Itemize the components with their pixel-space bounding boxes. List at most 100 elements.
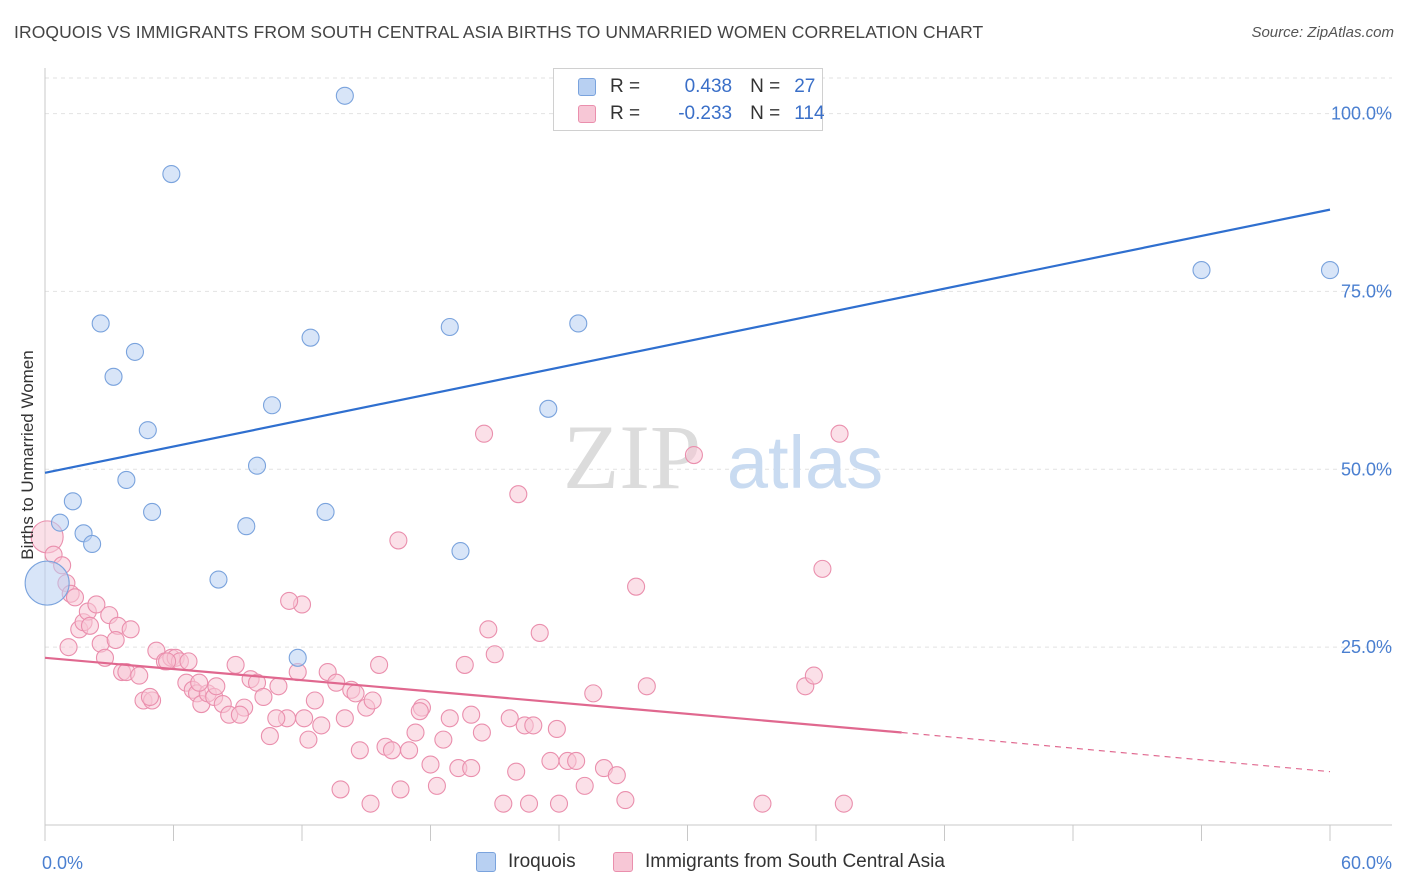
y-tick-label: 25.0% (1341, 637, 1392, 657)
pink-point (350, 741, 369, 760)
pink-point (427, 776, 446, 795)
y-tick-label: 50.0% (1341, 459, 1392, 479)
pink-point (524, 716, 543, 735)
pink-point (494, 794, 513, 813)
blue-point (451, 542, 470, 561)
legend-n-value: 114 (794, 103, 825, 124)
pink-point (312, 716, 331, 735)
pink-point (389, 531, 408, 550)
pink-point (59, 638, 78, 657)
pink-point (207, 677, 226, 696)
y-tick-label: 75.0% (1341, 281, 1392, 301)
blue-point (162, 164, 181, 184)
pink-point (65, 588, 85, 607)
pink-point (627, 577, 646, 596)
pink-point (637, 677, 656, 696)
pink-point (440, 709, 459, 728)
pink-point (804, 666, 823, 685)
pink-point (87, 595, 106, 614)
x-tick-label: 0.0% (42, 853, 83, 873)
blue-point (1320, 261, 1340, 280)
pink-point (254, 687, 273, 706)
legend-n-label: N = (750, 103, 781, 124)
blue-point (91, 314, 110, 333)
pink-trend-line (44, 656, 902, 734)
blue-point (24, 560, 70, 606)
pink-point (130, 666, 149, 685)
legend-item-iroquois: Iroquois (476, 851, 576, 873)
pink-point (158, 652, 177, 671)
legend-label: Immigrants from South Central Asia (645, 851, 945, 872)
pink-trend-extension (901, 731, 1331, 773)
pink-point (455, 655, 474, 674)
grid-lines (45, 77, 1392, 648)
source-label: Source: ZipAtlas.com (1251, 24, 1394, 41)
axes (44, 68, 1392, 841)
pink-point (299, 730, 318, 749)
legend-swatch-blue (476, 852, 496, 872)
pink-point (575, 776, 594, 795)
pink-point (813, 559, 832, 578)
pink-point (607, 766, 626, 785)
pink-series-points (30, 424, 853, 813)
blue-point (316, 502, 335, 522)
chart-title: IROQUOIS VS IMMIGRANTS FROM SOUTH CENTRA… (14, 22, 984, 42)
blue-point (117, 470, 136, 490)
legend-swatch-pink (578, 105, 596, 123)
blue-point (335, 86, 354, 105)
pink-point (616, 791, 635, 810)
pink-point (519, 794, 539, 813)
blue-point (301, 328, 320, 347)
legend-n-value: 27 (794, 76, 816, 97)
blue-series-points (24, 86, 1340, 667)
pink-point (400, 741, 419, 760)
pink-point (331, 780, 350, 799)
pink-point (410, 702, 429, 721)
pink-point (584, 684, 603, 703)
watermark-atlas: atlas (727, 421, 883, 504)
pink-point (509, 485, 528, 504)
legend-label: Iroquois (508, 851, 576, 872)
pink-point (305, 691, 324, 710)
legend-r-label: R = (610, 103, 641, 124)
blue-point (50, 513, 70, 532)
pink-point (479, 620, 498, 639)
blue-point (83, 534, 102, 554)
pink-point (530, 623, 549, 642)
legend-r-value: -0.233 (678, 103, 733, 124)
pink-point (230, 705, 249, 724)
legend-r-value: 0.438 (684, 76, 733, 97)
blue-point (440, 317, 459, 337)
watermark-zip: ZIP (563, 406, 701, 508)
pink-point (684, 446, 703, 465)
blue-point (143, 502, 162, 522)
blue-point (539, 399, 558, 418)
pink-point (472, 723, 491, 742)
pink-point (834, 794, 853, 813)
blue-point (288, 648, 307, 667)
pink-point (269, 677, 288, 696)
blue-point (209, 570, 228, 589)
pink-point (179, 652, 198, 671)
legend-r-label: R = (610, 76, 641, 97)
legend-swatch-pink (613, 852, 633, 872)
legend-swatch-blue (578, 78, 596, 96)
blue-point (104, 367, 123, 386)
pink-point (567, 751, 586, 771)
pink-point (295, 709, 314, 728)
pink-point (549, 794, 569, 813)
pink-point (140, 687, 159, 706)
pink-point (267, 709, 286, 728)
blue-point (1192, 261, 1211, 280)
blue-trend-line (44, 208, 1331, 474)
watermark: ZIP atlas (563, 406, 883, 508)
pink-point (80, 616, 100, 635)
pink-point (547, 719, 566, 739)
pink-point (485, 645, 504, 664)
pink-point (346, 684, 365, 703)
y-axis-label: Births to Unmarried Women (18, 350, 37, 559)
pink-point (507, 762, 526, 781)
pink-point (226, 655, 245, 674)
pink-point (462, 759, 481, 778)
pink-point (363, 691, 382, 710)
